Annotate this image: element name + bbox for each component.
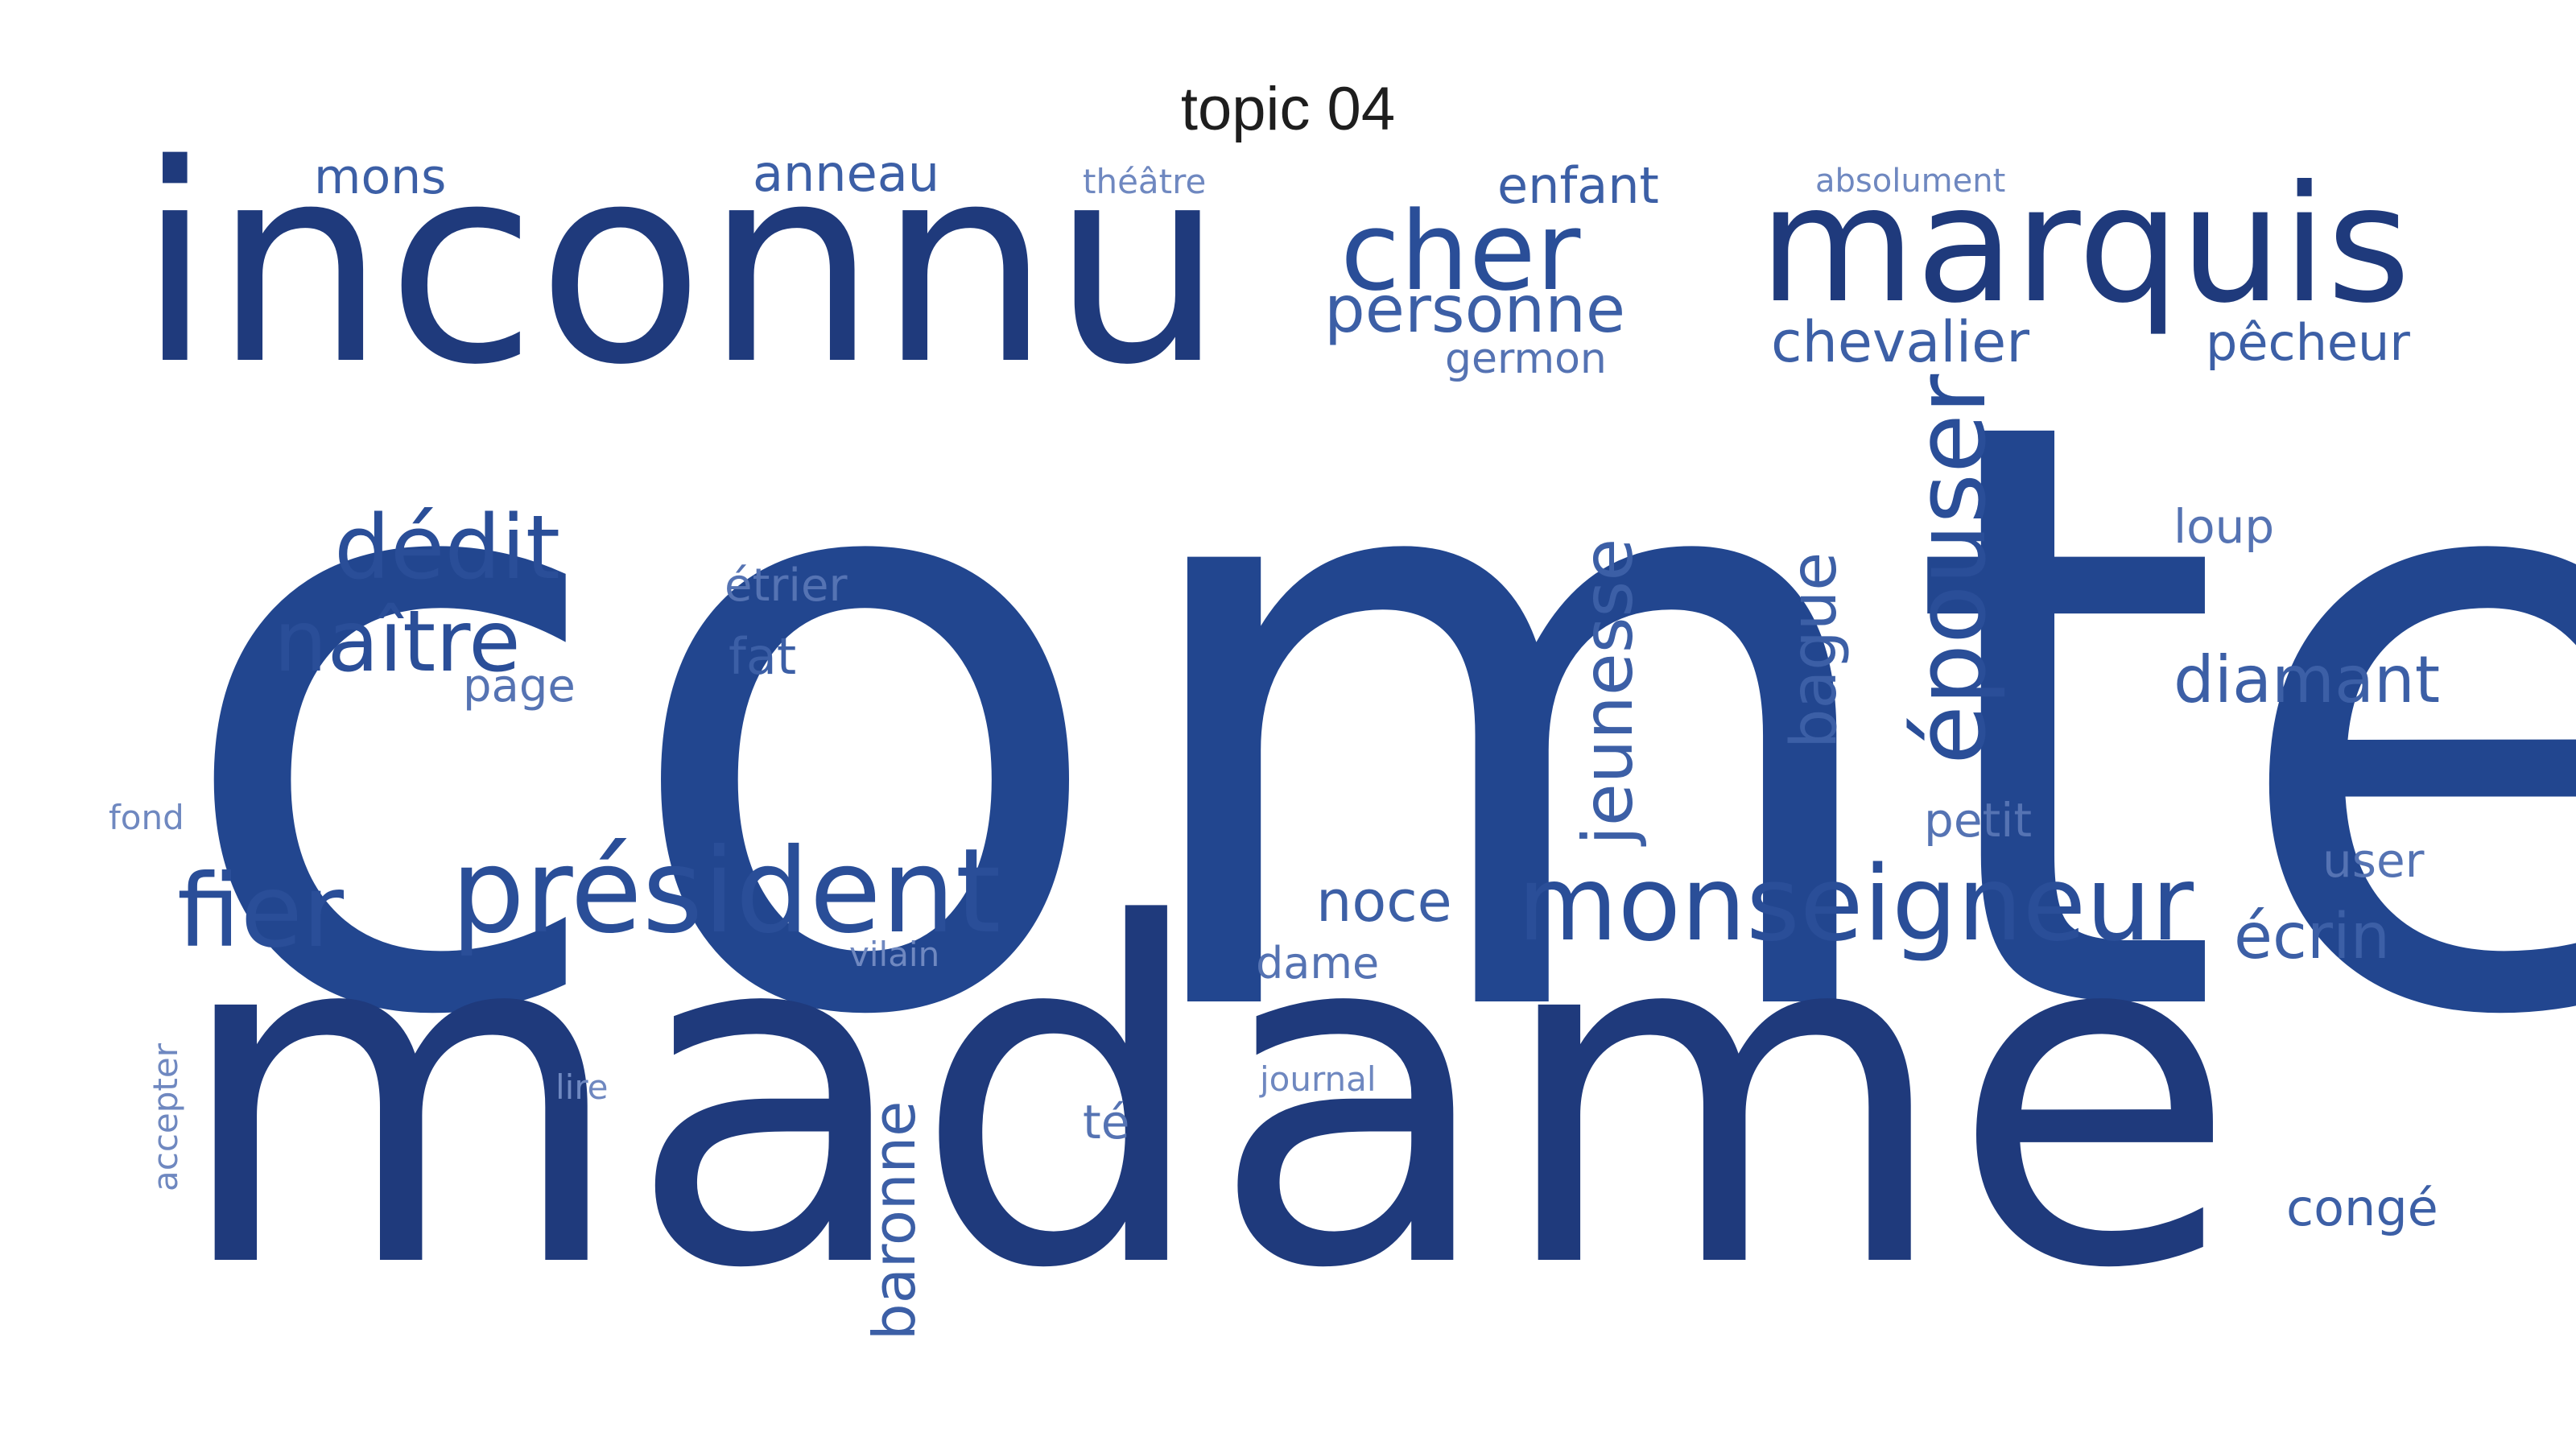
word-29: user: [2322, 833, 2425, 888]
word-10: dédit: [334, 496, 561, 599]
word-7: président: [451, 824, 1001, 960]
word-19: noce: [1316, 869, 1452, 935]
word-18: chevalier: [1771, 309, 2029, 375]
word-32: étrier: [724, 559, 848, 612]
word-38: fond: [109, 798, 184, 837]
word-39: absolument: [1815, 163, 2006, 200]
word-40: accepter: [146, 1043, 185, 1191]
word-30: té: [1083, 1095, 1130, 1150]
word-12: jeunesse: [1568, 538, 1649, 845]
word-16: baronne: [861, 1100, 928, 1340]
word-33: dame: [1256, 938, 1380, 989]
word-6: monseigneur: [1517, 844, 2194, 964]
word-35: vilain: [849, 935, 940, 974]
word-4: marquis: [1759, 151, 2411, 339]
word-5: cher: [1340, 188, 1581, 315]
word-34: journal: [1260, 1059, 1377, 1099]
word-3: inconnu: [137, 106, 1225, 425]
word-11: naître: [274, 592, 521, 691]
word-26: page: [463, 660, 576, 712]
word-20: anneau: [753, 144, 940, 203]
chart-title: topic 04: [1180, 75, 1396, 143]
word-15: diamant: [2174, 642, 2441, 717]
word-13: personne: [1324, 272, 1626, 347]
word-31: germon: [1445, 335, 1607, 383]
word-14: bague: [1778, 551, 1851, 749]
word-37: lire: [555, 1067, 609, 1107]
word-28: loup: [2174, 499, 2275, 554]
word-17: écrin: [2234, 901, 2391, 973]
word-24: mons: [314, 149, 447, 205]
word-1: comte: [169, 247, 2576, 1194]
word-2: madame: [172, 827, 2238, 1370]
word-9: épouser: [1896, 374, 2008, 765]
word-8: fier: [177, 853, 345, 970]
word-23: congé: [2286, 1179, 2438, 1237]
word-25: fat: [729, 627, 797, 686]
word-22: enfant: [1497, 156, 1659, 215]
word-27: petit: [1924, 793, 2033, 848]
word-36: théâtre: [1083, 162, 1207, 201]
word-21: pêcheur: [2206, 313, 2410, 372]
